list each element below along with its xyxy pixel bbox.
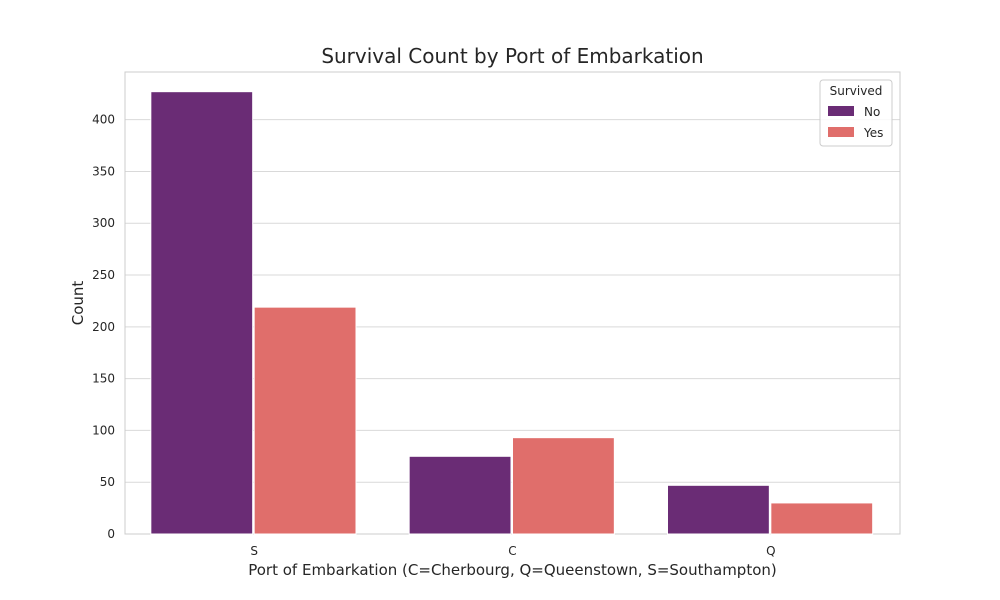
bar-no-s bbox=[150, 91, 254, 535]
y-tick-label: 300 bbox=[92, 216, 115, 230]
y-tick-label: 350 bbox=[92, 164, 115, 178]
y-axis-ticks: 0 50 100 150 200 250 300 350 400 bbox=[92, 113, 115, 541]
legend-swatch-yes bbox=[828, 127, 854, 137]
legend-title: Survived bbox=[830, 84, 883, 98]
chart-title: Survival Count by Port of Embarkation bbox=[321, 44, 703, 68]
bar-no-c bbox=[408, 455, 512, 535]
legend-label-no: No bbox=[864, 105, 880, 119]
y-axis-label: Count bbox=[69, 281, 87, 326]
y-tick-label: 200 bbox=[92, 320, 115, 334]
x-tick-label: S bbox=[250, 544, 258, 558]
legend-items: No Yes bbox=[828, 105, 883, 140]
legend-label-yes: Yes bbox=[863, 126, 883, 140]
x-tick-label: C bbox=[508, 544, 516, 558]
bar-yes-c bbox=[512, 437, 615, 535]
y-tick-label: 400 bbox=[92, 113, 115, 127]
y-tick-label: 50 bbox=[100, 475, 115, 489]
legend: Survived No Yes bbox=[819, 79, 893, 147]
y-tick-label: 0 bbox=[107, 527, 115, 541]
bars bbox=[150, 91, 874, 535]
y-tick-label: 250 bbox=[92, 268, 115, 282]
y-tick-label: 100 bbox=[92, 423, 115, 437]
legend-swatch-no bbox=[828, 106, 854, 116]
bar-yes-q bbox=[770, 502, 874, 535]
x-axis-label: Port of Embarkation (C=Cherbourg, Q=Quee… bbox=[248, 561, 777, 579]
x-tick-label: Q bbox=[766, 544, 775, 558]
bar-yes-s bbox=[253, 306, 357, 535]
bar-no-q bbox=[667, 484, 770, 535]
y-tick-label: 150 bbox=[92, 372, 115, 386]
